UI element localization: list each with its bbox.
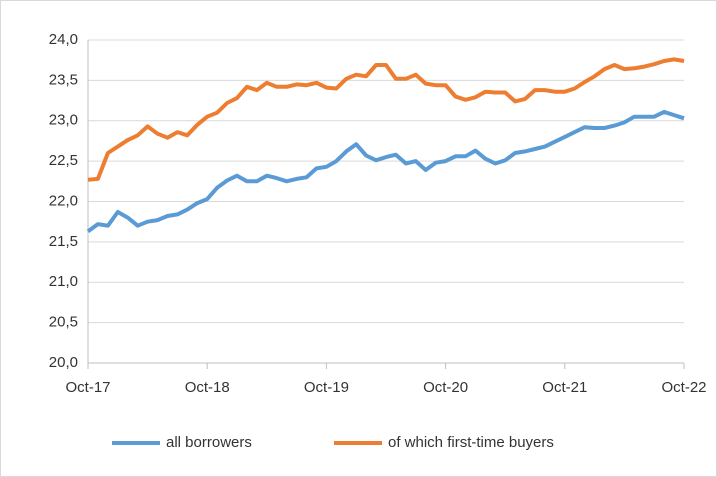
- y-tick-label: 23,5: [49, 71, 78, 88]
- y-tick-label: 21,0: [49, 273, 78, 290]
- x-tick-label: Oct-17: [65, 379, 110, 396]
- series-line: [87, 57, 685, 182]
- x-tick-label: Oct-18: [185, 379, 230, 396]
- y-tick-label: 24,0: [49, 31, 78, 48]
- y-tick-label: 20,5: [49, 314, 78, 331]
- y-tick-label: 20,0: [49, 354, 78, 371]
- x-tick-label: Oct-19: [304, 379, 349, 396]
- legend-label: all borrowers: [166, 434, 252, 451]
- x-tick-label: Oct-20: [423, 379, 468, 396]
- y-tick-label: 22,0: [49, 192, 78, 209]
- series-line: [86, 109, 685, 234]
- y-tick-label: 23,0: [49, 112, 78, 129]
- x-tick-label: Oct-22: [661, 379, 706, 396]
- x-tick-label: Oct-21: [542, 379, 587, 396]
- y-tick-label: 21,5: [49, 233, 78, 250]
- y-tick-label: 22,5: [49, 152, 78, 169]
- legend-label: of which first-time buyers: [388, 434, 554, 451]
